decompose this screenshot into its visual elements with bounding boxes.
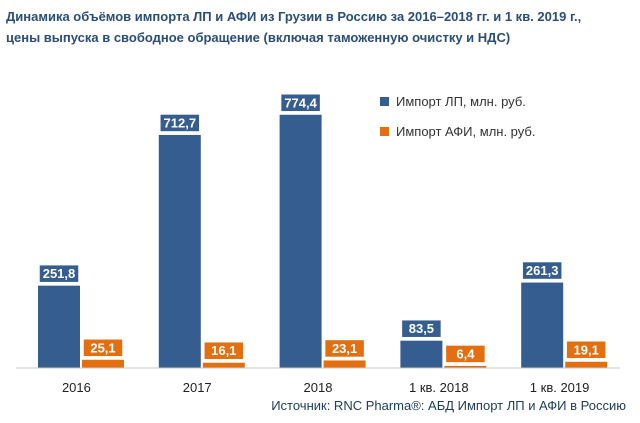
bar-afi-3 bbox=[444, 365, 487, 368]
label-box-lp-0 bbox=[38, 263, 80, 284]
chart-title-line-2: цены выпуска в свободное обращение (вклю… bbox=[6, 30, 511, 45]
x-tick-label-3: 1 кв. 2018 bbox=[409, 380, 469, 395]
bar-afi-1 bbox=[202, 362, 245, 368]
data-label-lp-0: 251,8 bbox=[43, 266, 76, 281]
bar-lp-3 bbox=[400, 340, 443, 368]
legend-swatch-afi bbox=[380, 126, 389, 136]
bar-lp-4 bbox=[521, 282, 564, 368]
bar-afi-4 bbox=[565, 361, 608, 368]
data-label-lp-4: 261,3 bbox=[526, 263, 559, 278]
x-tick-label-1: 2017 bbox=[183, 380, 212, 395]
x-tick-label-4: 1 кв. 2019 bbox=[530, 380, 590, 395]
data-label-lp-1: 712,7 bbox=[164, 115, 197, 130]
label-box-afi-4 bbox=[565, 340, 607, 360]
label-box-afi-3 bbox=[444, 344, 487, 364]
label-box-lp-2 bbox=[279, 93, 322, 113]
legend-label-lp: Импорт ЛП, млн. руб. bbox=[396, 93, 526, 109]
chart-title: Динамика объёмов импорта ЛП и АФИ из Гру… bbox=[6, 6, 634, 48]
data-label-afi-3: 6,4 bbox=[456, 346, 475, 361]
data-label-afi-4: 19,1 bbox=[574, 342, 599, 357]
data-label-afi-0: 25,1 bbox=[90, 340, 115, 355]
legend-label-afi: Импорт АФИ, млн. руб. bbox=[396, 123, 536, 139]
label-box-lp-4 bbox=[521, 260, 563, 281]
label-box-lp-1 bbox=[159, 113, 201, 133]
chart-legend: Импорт ЛП, млн. руб. Импорт АФИ, млн. ру… bbox=[380, 92, 535, 152]
bar-afi-0 bbox=[82, 359, 124, 368]
label-box-lp-3 bbox=[400, 318, 443, 339]
label-box-afi-2 bbox=[323, 338, 366, 359]
chart-title-line-1: Динамика объёмов импорта ЛП и АФИ из Гру… bbox=[6, 9, 582, 24]
legend-swatch-lp bbox=[380, 96, 389, 106]
x-tick-label-0: 2016 bbox=[62, 380, 91, 395]
data-label-afi-1: 16,1 bbox=[211, 343, 236, 358]
source-note: Источник: RNC Pharma®: АБД Импорт ЛП и А… bbox=[271, 398, 626, 413]
x-tick-label-2: 2018 bbox=[304, 380, 333, 395]
legend-item-afi: Импорт АФИ, млн. руб. bbox=[380, 122, 535, 140]
data-label-lp-2: 774,4 bbox=[284, 95, 317, 110]
label-box-afi-1 bbox=[203, 340, 245, 361]
bar-lp-2 bbox=[279, 114, 322, 368]
data-label-afi-2: 23,1 bbox=[332, 341, 357, 356]
data-label-lp-3: 83,5 bbox=[409, 321, 434, 336]
bar-afi-2 bbox=[323, 360, 366, 368]
legend-item-lp: Импорт ЛП, млн. руб. bbox=[380, 92, 535, 110]
label-box-afi-0 bbox=[82, 338, 124, 358]
bar-lp-0 bbox=[38, 285, 80, 368]
bar-lp-1 bbox=[158, 134, 201, 368]
